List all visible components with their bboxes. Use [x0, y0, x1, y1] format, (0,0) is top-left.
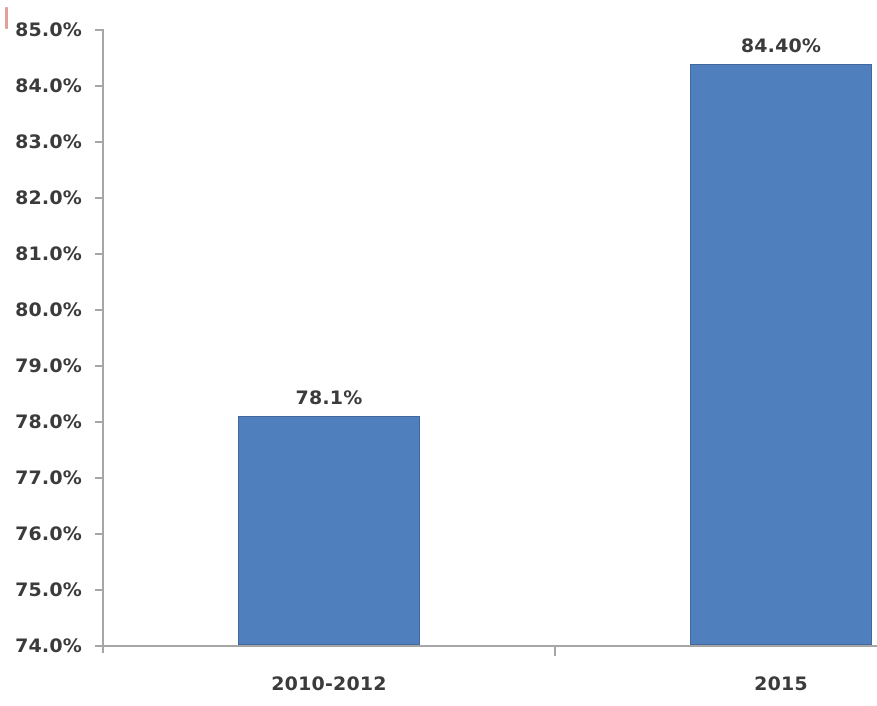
y-tick-label: 75.0%: [15, 578, 82, 601]
bar-value-label: 84.40%: [740, 34, 822, 57]
x-axis-tick: [554, 645, 556, 656]
y-tick-label: 78.0%: [15, 410, 82, 433]
y-axis-tick: [95, 140, 103, 143]
y-axis-tick: [95, 84, 103, 87]
y-tick-label: 79.0%: [15, 354, 82, 377]
y-tick-label: 82.0%: [15, 186, 82, 209]
y-axis-tick: [95, 364, 103, 367]
y-axis-tick: [95, 588, 103, 591]
red-artifact-mark: [5, 7, 8, 29]
x-axis-line: [102, 644, 877, 647]
y-axis-tick: [95, 29, 103, 31]
y-axis-tick: [95, 420, 103, 423]
y-axis-line: [102, 29, 104, 653]
bar-2015: [690, 63, 872, 646]
x-category-label: 2015: [754, 673, 808, 695]
y-tick-label: 76.0%: [15, 522, 82, 545]
y-tick-label: 81.0%: [15, 242, 82, 265]
bar-value-label: 78.1%: [295, 387, 363, 410]
y-tick-label: 77.0%: [15, 466, 82, 489]
y-axis-tick: [95, 644, 103, 647]
y-tick-label: 85.0%: [15, 19, 82, 41]
y-tick-label: 74.0%: [15, 634, 82, 657]
y-tick-label: 80.0%: [15, 298, 82, 321]
y-tick-label: 84.0%: [15, 74, 82, 97]
y-axis-tick: [95, 252, 103, 255]
y-axis-tick: [95, 476, 103, 479]
y-axis-tick: [95, 196, 103, 199]
y-axis-tick: [95, 532, 103, 535]
bar-2010-2012: [238, 416, 420, 646]
y-tick-label: 83.0%: [15, 130, 82, 153]
y-axis-tick: [95, 308, 103, 311]
x-category-label: 2010-2012: [271, 673, 387, 695]
